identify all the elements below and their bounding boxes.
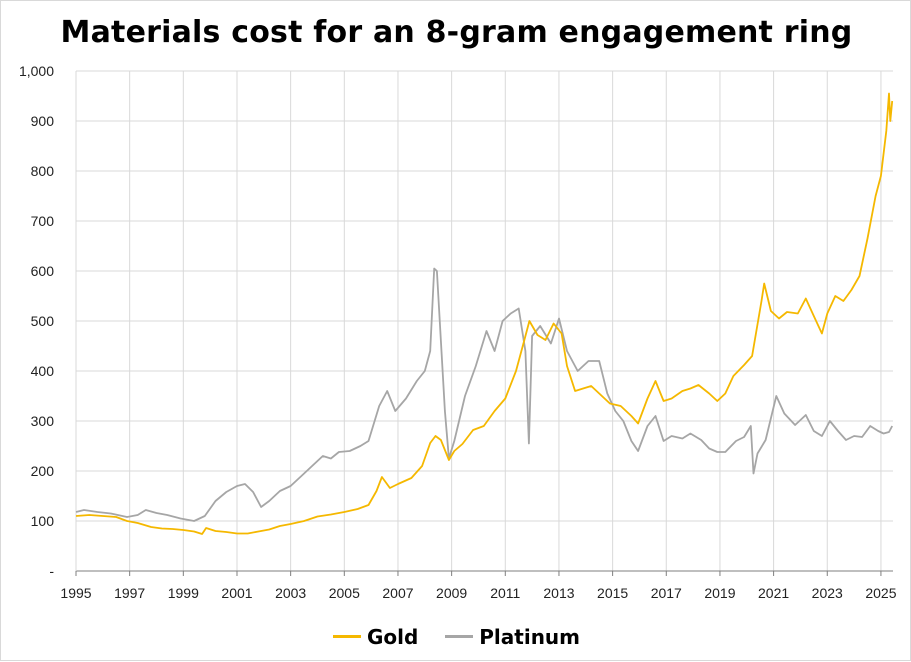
gridlines — [76, 70, 893, 571]
x-tick-label: 2001 — [221, 585, 252, 601]
x-tick-label: 1997 — [114, 585, 145, 601]
y-tick-label: 200 — [31, 463, 55, 479]
legend: Gold Platinum — [1, 619, 911, 649]
x-tick-label: 2023 — [812, 585, 843, 601]
legend-swatch-gold — [332, 635, 361, 638]
series-line-gold — [75, 92, 894, 535]
y-tick-label: 600 — [31, 263, 55, 279]
y-tick-label: 400 — [31, 363, 55, 379]
y-tick-label: 1,000 — [19, 63, 54, 79]
x-tick-label: 2019 — [704, 585, 735, 601]
legend-item-gold: Gold — [332, 624, 419, 649]
legend-swatch-platinum — [445, 635, 474, 638]
series-line-platinum — [75, 267, 893, 522]
y-tick-label: 300 — [31, 413, 55, 429]
x-tick-label: 1995 — [60, 585, 91, 601]
x-tick-label: 2007 — [382, 585, 413, 601]
series-lines — [75, 92, 894, 535]
y-tick-label: 500 — [31, 313, 55, 329]
y-tick-label: 800 — [31, 163, 55, 179]
x-tick-label: 2005 — [329, 585, 360, 601]
y-tick-label: 900 — [31, 113, 55, 129]
x-tick-label: 2021 — [758, 585, 789, 601]
x-tick-label: 2013 — [543, 585, 574, 601]
x-tick-label: 2009 — [436, 585, 467, 601]
x-tick-label: 2025 — [865, 585, 896, 601]
axes: - 100 200 300 400 500 600 700 800 900 1,000 1995 199… — [19, 63, 897, 601]
x-tick-label: 1999 — [168, 585, 199, 601]
x-tick-label: 2011 — [490, 585, 520, 601]
legend-label-gold: Gold — [366, 624, 419, 649]
legend-label-platinum: Platinum — [479, 624, 581, 649]
x-tick-label: 2017 — [651, 585, 682, 601]
x-tick-label: 2003 — [275, 585, 306, 601]
y-tick-label: - — [49, 563, 54, 579]
legend-item-platinum: Platinum — [445, 625, 580, 649]
y-tick-label: 700 — [31, 213, 55, 229]
y-tick-label: 100 — [31, 513, 55, 529]
x-tick-label: 2015 — [597, 585, 628, 601]
chart-title: Materials cost for an 8-gram engagement … — [60, 15, 853, 50]
